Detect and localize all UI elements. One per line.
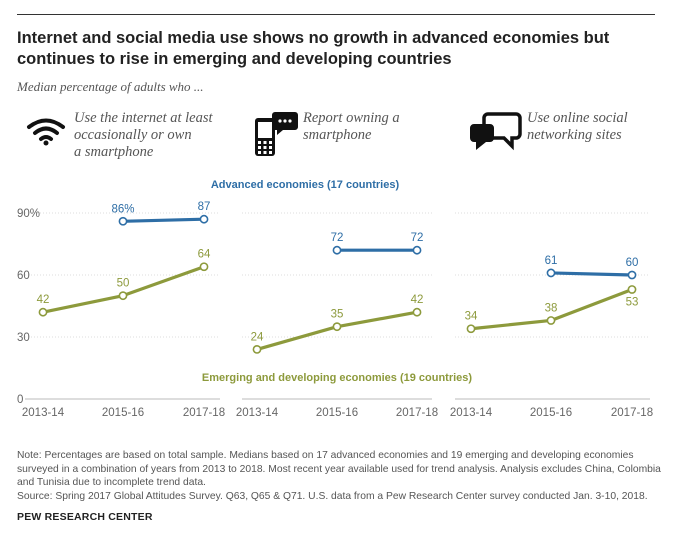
data-point-emerging	[546, 316, 556, 325]
y-tick-label: 60	[17, 270, 30, 282]
panel-label-smartphone: Report owning a smartphone	[303, 110, 400, 144]
x-tick-label: 2017-18	[611, 407, 653, 419]
data-point-advanced	[332, 245, 342, 255]
x-tick-label: 2017-18	[396, 407, 438, 419]
title-line-2: continues to rise in emerging and develo…	[17, 50, 452, 68]
x-tick-label: 2013-14	[236, 407, 279, 419]
data-label-advanced: 61	[545, 255, 558, 267]
y-tick-label: 90%	[17, 208, 40, 220]
data-label-emerging: 64	[198, 249, 211, 261]
chat-bubbles-icon	[470, 112, 522, 151]
data-point-advanced	[412, 245, 422, 255]
data-label-emerging: 34	[465, 311, 478, 323]
note-line-2: surveyed in a combination of years from …	[17, 463, 661, 475]
data-label-emerging: 38	[545, 302, 558, 314]
panel-label-line: Report owning a	[303, 110, 400, 126]
data-label-advanced: 60	[626, 257, 639, 269]
data-label-advanced: 87	[198, 201, 211, 213]
data-point-advanced	[118, 216, 128, 226]
x-tick-label: 2015-16	[316, 407, 358, 419]
data-label-emerging: 24	[251, 331, 264, 343]
x-tick-label: 2015-16	[102, 407, 144, 419]
data-label-emerging: 42	[37, 294, 50, 306]
y-tick-label: 30	[17, 332, 30, 344]
series-label-advanced: Advanced economies (17 countries)	[211, 179, 400, 191]
data-point-advanced	[199, 214, 209, 224]
note-line-3: and Tunisia due to incomplete trend data…	[17, 477, 206, 488]
x-tick-label: 2015-16	[530, 407, 572, 419]
data-label-advanced: 72	[411, 232, 424, 244]
panel-label-line: smartphone	[303, 127, 372, 143]
series-label-emerging: Emerging and developing economies (19 co…	[202, 372, 473, 384]
source-line: Source: Spring 2017 Global Attitudes Sur…	[17, 490, 648, 502]
data-point-advanced	[546, 268, 556, 278]
top-rule	[17, 14, 655, 15]
data-point-emerging	[627, 285, 637, 294]
data-point-emerging	[332, 322, 342, 332]
note-line-1: Note: Percentages are based on total sam…	[17, 450, 634, 461]
wifi-icon	[27, 118, 65, 146]
data-point-emerging	[118, 291, 128, 301]
data-label-emerging: 42	[411, 294, 424, 306]
panel-label-line: networking sites	[527, 127, 622, 143]
data-label-advanced: 72	[331, 232, 344, 244]
data-label-emerging: 53	[626, 296, 639, 308]
data-label-advanced: 86%	[111, 203, 134, 215]
series-line-advanced	[550, 271, 633, 277]
chart-notes: Note: Percentages are based on total sam…	[17, 449, 661, 503]
smartphone-icon	[255, 112, 298, 156]
data-point-emerging	[412, 307, 422, 317]
x-tick-label: 2013-14	[450, 407, 493, 419]
data-point-emerging	[38, 307, 48, 317]
y-tick-label: 0	[17, 394, 23, 406]
data-label-emerging: 50	[117, 278, 130, 290]
panel-label-line: Use online social	[527, 110, 628, 126]
x-tick-label: 2017-18	[183, 407, 225, 419]
series-line-advanced	[122, 217, 205, 223]
panel-label-line: a smartphone	[74, 144, 154, 160]
panel-label-social: Use online social networking sites	[527, 110, 628, 144]
panel-label-internet: Use the internet at least occasionally o…	[74, 110, 213, 161]
panel-label-line: Use the internet at least	[74, 110, 213, 126]
panel-label-line: occasionally or own	[74, 127, 192, 143]
title-line-1: Internet and social media use shows no g…	[17, 29, 610, 47]
chart-title: Internet and social media use shows no g…	[17, 28, 637, 70]
data-point-advanced	[627, 270, 637, 280]
x-tick-label: 2013-14	[22, 407, 65, 419]
data-point-emerging	[466, 324, 476, 334]
data-point-emerging	[252, 344, 262, 354]
data-label-emerging: 35	[331, 309, 344, 321]
data-point-emerging	[199, 262, 209, 272]
brand-name: PEW RESEARCH CENTER	[17, 511, 153, 523]
chart-subtitle: Median percentage of adults who ...	[17, 79, 204, 94]
